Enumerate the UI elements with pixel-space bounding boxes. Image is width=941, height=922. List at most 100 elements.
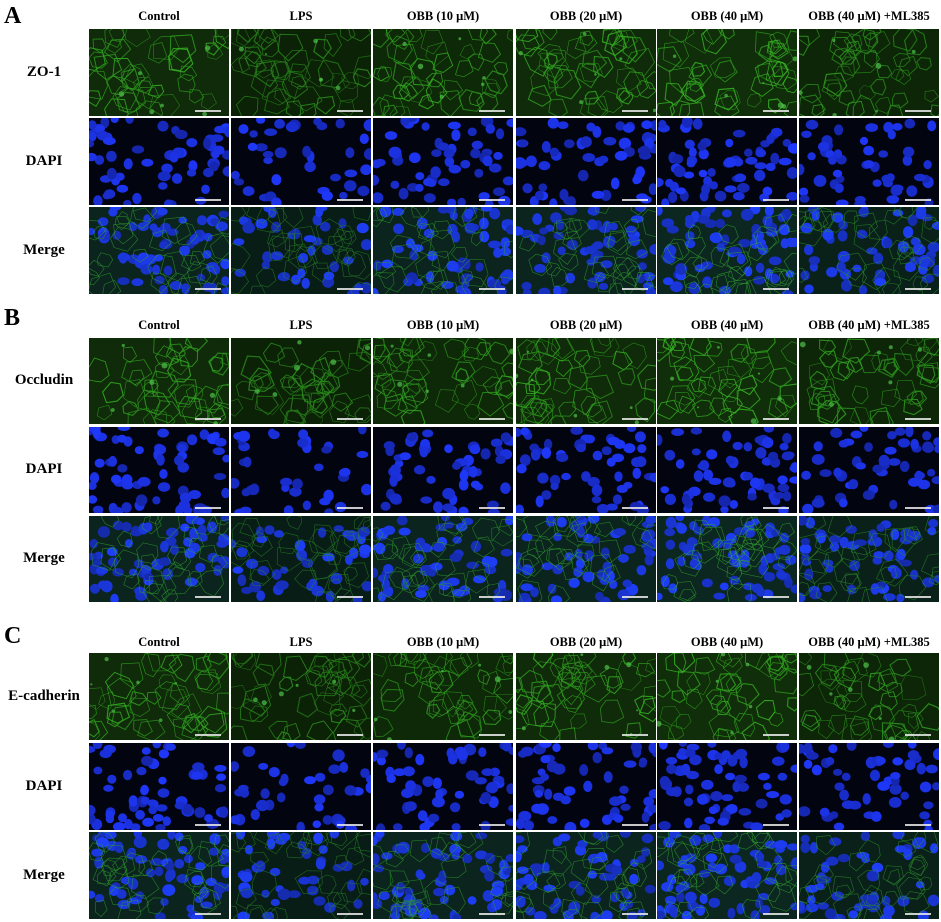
- row-label: Merge: [23, 550, 65, 566]
- column-header: OBB (40 μM) +ML385: [808, 9, 930, 23]
- dapi-image: [799, 743, 939, 830]
- scale-bar: [479, 288, 505, 290]
- scale-bar: [195, 596, 221, 598]
- green-channel-image: [799, 338, 939, 424]
- merge-image: [657, 207, 797, 294]
- scale-bar: [622, 913, 648, 915]
- merge-image: [657, 516, 797, 602]
- scale-bar: [763, 596, 789, 598]
- green-channel-image: [231, 338, 371, 424]
- scale-bar: [337, 110, 363, 112]
- panel-letter-a: A: [4, 3, 22, 29]
- dapi-image: [516, 743, 656, 830]
- scale-bar: [479, 913, 505, 915]
- column-header: Control: [138, 635, 180, 649]
- dapi-image: [657, 743, 797, 830]
- scale-bar: [479, 734, 505, 736]
- dapi-image: [373, 118, 513, 205]
- scale-bar: [337, 199, 363, 201]
- dapi-image: [89, 743, 229, 830]
- scale-bar: [622, 596, 648, 598]
- dapi-image: [657, 118, 797, 205]
- merge-image: [373, 207, 513, 294]
- scale-bar: [763, 824, 789, 826]
- green-channel-image: [231, 653, 371, 740]
- scale-bar: [905, 913, 931, 915]
- green-channel-image: [799, 653, 939, 740]
- scale-bar: [763, 288, 789, 290]
- scale-bar: [195, 734, 221, 736]
- dapi-image: [799, 118, 939, 205]
- merge-image: [89, 516, 229, 602]
- scale-bar: [763, 418, 789, 420]
- dapi-image: [231, 118, 371, 205]
- green-channel-image: [373, 29, 513, 116]
- row-label: DAPI: [25, 777, 63, 794]
- dapi-image: [516, 427, 656, 513]
- scale-bar: [337, 824, 363, 826]
- dapi-image: [373, 427, 513, 513]
- scale-bar: [763, 734, 789, 736]
- green-channel-image: [799, 29, 939, 116]
- merge-image: [799, 832, 939, 919]
- green-channel-image: [657, 338, 797, 424]
- dapi-image: [657, 427, 797, 513]
- column-header: OBB (20 μM): [549, 318, 623, 332]
- dapi-image: [373, 743, 513, 830]
- scale-bar: [479, 199, 505, 201]
- column-header: LPS: [289, 318, 313, 332]
- row-label: E-cadherin: [8, 687, 80, 704]
- merge-image: [516, 516, 656, 602]
- scale-bar: [195, 199, 221, 201]
- scale-bar: [622, 288, 648, 290]
- row-label: Merge: [23, 866, 65, 883]
- scale-bar: [479, 596, 505, 598]
- column-header: Control: [138, 9, 180, 23]
- scale-bar: [905, 734, 931, 736]
- scale-bar: [479, 418, 505, 420]
- scale-bar: [622, 824, 648, 826]
- row-label: DAPI: [25, 152, 63, 169]
- green-channel-image: [89, 653, 229, 740]
- scale-bar: [337, 507, 363, 509]
- panel-letter-c: C: [4, 623, 22, 649]
- column-header: OBB (40 μM) +ML385: [808, 318, 930, 332]
- row-label: DAPI: [25, 461, 63, 477]
- merge-image: [799, 516, 939, 602]
- merge-image: [231, 207, 371, 294]
- column-header: OBB (40 μM): [690, 9, 764, 23]
- green-channel-image: [516, 29, 656, 116]
- column-header: OBB (10 μM): [406, 635, 480, 649]
- scale-bar: [337, 734, 363, 736]
- scale-bar: [337, 418, 363, 420]
- scale-bar: [763, 507, 789, 509]
- scale-bar: [622, 734, 648, 736]
- scale-bar: [905, 110, 931, 112]
- merge-image: [516, 832, 656, 919]
- green-channel-image: [516, 653, 656, 740]
- column-header: LPS: [289, 635, 313, 649]
- dapi-image: [799, 427, 939, 513]
- green-channel-image: [89, 29, 229, 116]
- scale-bar: [905, 824, 931, 826]
- column-header: OBB (40 μM): [690, 318, 764, 332]
- scale-bar: [905, 507, 931, 509]
- merge-image: [231, 832, 371, 919]
- green-channel-image: [89, 338, 229, 424]
- green-channel-image: [373, 653, 513, 740]
- scale-bar: [622, 110, 648, 112]
- dapi-image: [231, 743, 371, 830]
- column-header: Control: [138, 318, 180, 332]
- merge-image: [516, 207, 656, 294]
- column-header: OBB (40 μM): [690, 635, 764, 649]
- scale-bar: [905, 596, 931, 598]
- scale-bar: [905, 288, 931, 290]
- scale-bar: [763, 110, 789, 112]
- merge-image: [373, 832, 513, 919]
- scale-bar: [479, 507, 505, 509]
- column-header: LPS: [289, 9, 313, 23]
- scale-bar: [622, 507, 648, 509]
- green-channel-image: [231, 29, 371, 116]
- scale-bar: [763, 913, 789, 915]
- scale-bar: [622, 418, 648, 420]
